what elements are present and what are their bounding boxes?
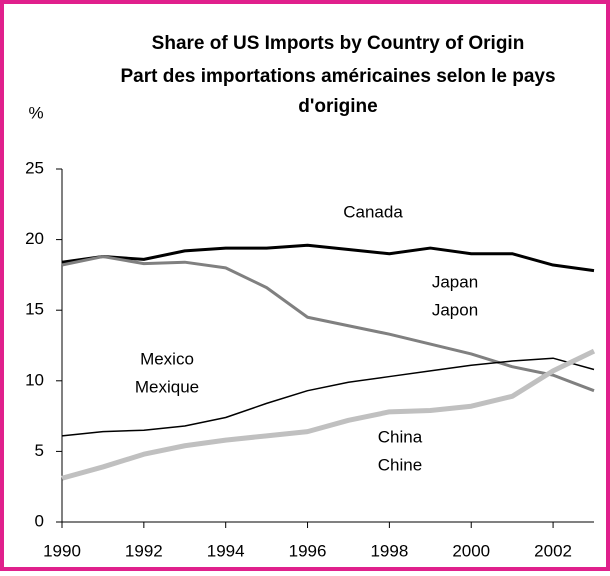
x-tick-label: 2002 — [534, 541, 572, 560]
x-tick-label: 2000 — [452, 541, 490, 560]
y-tick-label: 5 — [35, 441, 44, 460]
series-line — [61, 255, 595, 393]
chart-title: Part des importations américaines selon … — [120, 66, 555, 87]
y-tick-label: 10 — [25, 370, 44, 389]
series-label: Chine — [378, 455, 422, 474]
x-tick-label: 1998 — [370, 541, 408, 560]
y-tick-label: 20 — [25, 229, 44, 248]
series-label: China — [378, 427, 423, 446]
y-tick-label: 0 — [35, 511, 44, 530]
x-tick-label: 1996 — [289, 541, 327, 560]
x-tick-label: 1990 — [43, 541, 81, 560]
series-label: Mexique — [135, 377, 199, 396]
chart-title: Share of US Imports by Country of Origin — [152, 33, 525, 54]
y-tick-label: 25 — [25, 158, 44, 177]
y-tick-label: 15 — [25, 300, 44, 319]
series-label: Canada — [343, 202, 403, 221]
series-label: Japon — [432, 300, 478, 319]
y-axis-label: % — [28, 103, 43, 122]
series-line — [61, 357, 595, 437]
x-tick-label: 1992 — [125, 541, 163, 560]
series-line — [61, 243, 595, 273]
chart-title: d'origine — [298, 96, 377, 117]
series-line — [61, 348, 596, 481]
series-label: Japan — [432, 272, 478, 291]
x-tick-label: 1994 — [207, 541, 245, 560]
series-label: Mexico — [140, 349, 194, 368]
